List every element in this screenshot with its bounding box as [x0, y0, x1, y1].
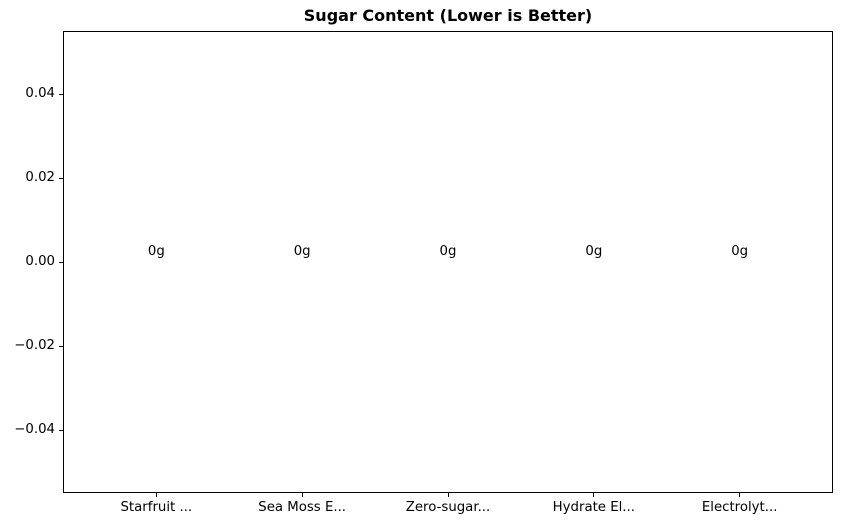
- y-tick-mark: [59, 93, 63, 95]
- y-tick-mark: [59, 345, 63, 347]
- y-tick-label: 0.04: [25, 86, 55, 101]
- y-tick-mark: [59, 261, 63, 263]
- bar-value-label: 0g: [147, 244, 165, 259]
- x-tick-mark: [739, 493, 741, 497]
- x-tick-mark: [155, 493, 157, 497]
- y-tick-mark: [59, 429, 63, 431]
- y-tick-mark: [59, 177, 63, 179]
- x-tick-label: Hydrate El...: [552, 500, 635, 515]
- x-tick-mark: [593, 493, 595, 497]
- y-tick-label: −0.02: [14, 338, 55, 353]
- plot-area: [63, 31, 833, 493]
- y-tick-label: 0.02: [25, 170, 55, 185]
- x-tick-mark: [301, 493, 303, 497]
- x-tick-label: Sea Moss E...: [258, 500, 347, 515]
- y-tick-label: 0.00: [25, 254, 55, 269]
- x-tick-label: Zero-sugar...: [405, 500, 491, 515]
- x-tick-label: Electrolyt...: [701, 500, 778, 515]
- x-tick-mark: [447, 493, 449, 497]
- bar-value-label: 0g: [439, 244, 457, 259]
- chart-title: Sugar Content (Lower is Better): [303, 6, 593, 25]
- x-tick-label: Starfruit ...: [120, 500, 193, 515]
- bar-value-label: 0g: [585, 244, 603, 259]
- y-tick-label: −0.04: [14, 422, 55, 437]
- bar-value-label: 0g: [293, 244, 311, 259]
- bar-value-label: 0g: [731, 244, 749, 259]
